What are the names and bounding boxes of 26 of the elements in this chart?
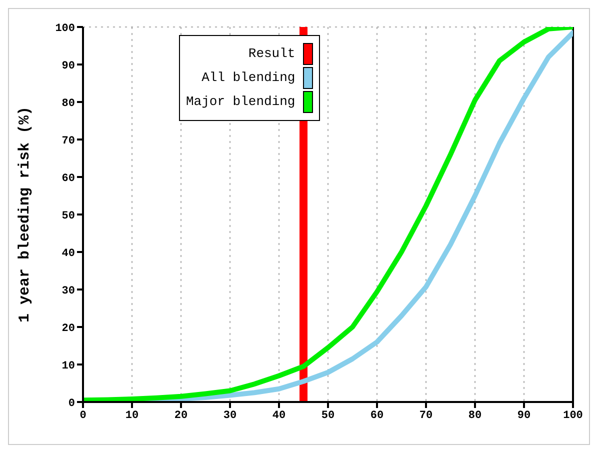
x-tick-label: 70 [419,410,433,422]
y-tick-label: 40 [62,248,75,260]
x-tick-label: 90 [517,410,531,422]
legend-label: All blending [202,69,296,87]
x-tick-label: 10 [125,410,139,422]
x-tick-label: 20 [174,410,188,422]
y-tick-label: 90 [62,60,75,72]
y-tick-label: 70 [62,135,75,148]
x-tick-label: 0 [80,410,86,422]
x-tick-label: 80 [468,410,482,422]
ref-line-label: Result [248,45,296,63]
y-tick-label: 20 [62,322,75,335]
y-tick-label: 60 [62,172,75,185]
x-tick-label: 40 [272,410,286,422]
y-axis-title: 1 year bleeding risk (%) [16,106,34,323]
x-tick-label: 100 [563,410,583,422]
y-tick-label: 30 [62,285,75,298]
x-tick-label: 60 [370,410,384,422]
legend-label: Major blending [186,93,296,111]
y-tick-label: 10 [62,360,75,372]
y-tick-label: 80 [62,98,75,110]
x-tick-label: 30 [223,410,237,422]
y-tick-label: 50 [62,210,75,222]
y-tick-label: 100 [55,22,75,35]
y-tick-label: 0 [68,398,75,410]
x-tick-label: 50 [321,410,335,422]
